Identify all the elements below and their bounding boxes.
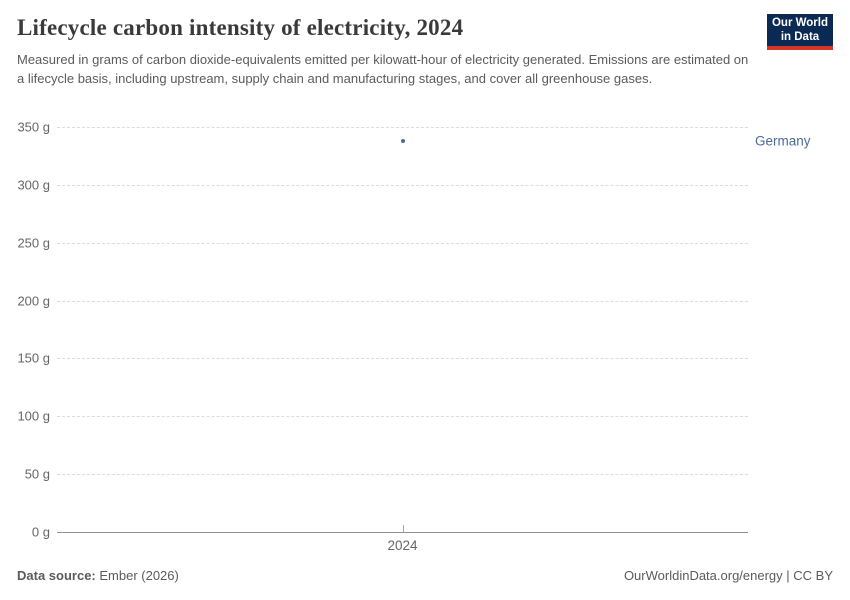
data-source-label: Data source: (17, 568, 96, 583)
y-tick-label: 0 g (31, 524, 50, 540)
y-axis-labels: 0 g 50 g 100 g 150 g 200 g 250 g 300 g 350 g (0, 120, 50, 540)
gridline (57, 242, 748, 244)
gridline (57, 358, 748, 360)
y-tick-label: 50 g (24, 466, 50, 482)
gridline (57, 416, 748, 418)
chart-footer: Data source: Ember (2026) OurWorldinData… (17, 568, 833, 583)
plot-area (57, 127, 748, 533)
y-tick-label: 200 g (17, 293, 50, 309)
y-tick-label: 300 g (17, 177, 50, 193)
y-tick-label: 250 g (17, 235, 50, 251)
entity-label-germany[interactable]: Germany (755, 133, 811, 149)
data-source-value: Ember (2026) (95, 568, 179, 583)
x-axis-tick (402, 525, 404, 532)
owid-logo-line1: Our World (771, 16, 828, 29)
gridline (57, 184, 748, 186)
gridline (57, 474, 748, 476)
y-tick-label: 150 g (17, 350, 50, 366)
data-point-germany[interactable] (400, 138, 405, 143)
credit-link[interactable]: OurWorldinData.org/energy | CC BY (623, 568, 833, 583)
page-title: Lifecycle carbon intensity of electricit… (17, 15, 464, 40)
chart-subtitle: Measured in grams of carbon dioxide-equi… (17, 52, 749, 86)
gridline (57, 127, 748, 128)
owid-logo[interactable]: Our World in Data (767, 14, 833, 50)
y-tick-label: 350 g (17, 119, 50, 135)
x-axis-line (57, 532, 748, 533)
data-source: Data source: Ember (2026) (17, 568, 179, 583)
owid-logo-line2: in Data (780, 31, 820, 43)
gridline (57, 300, 748, 302)
y-tick-label: 100 g (17, 408, 50, 424)
x-tick-label: 2024 (387, 538, 418, 553)
